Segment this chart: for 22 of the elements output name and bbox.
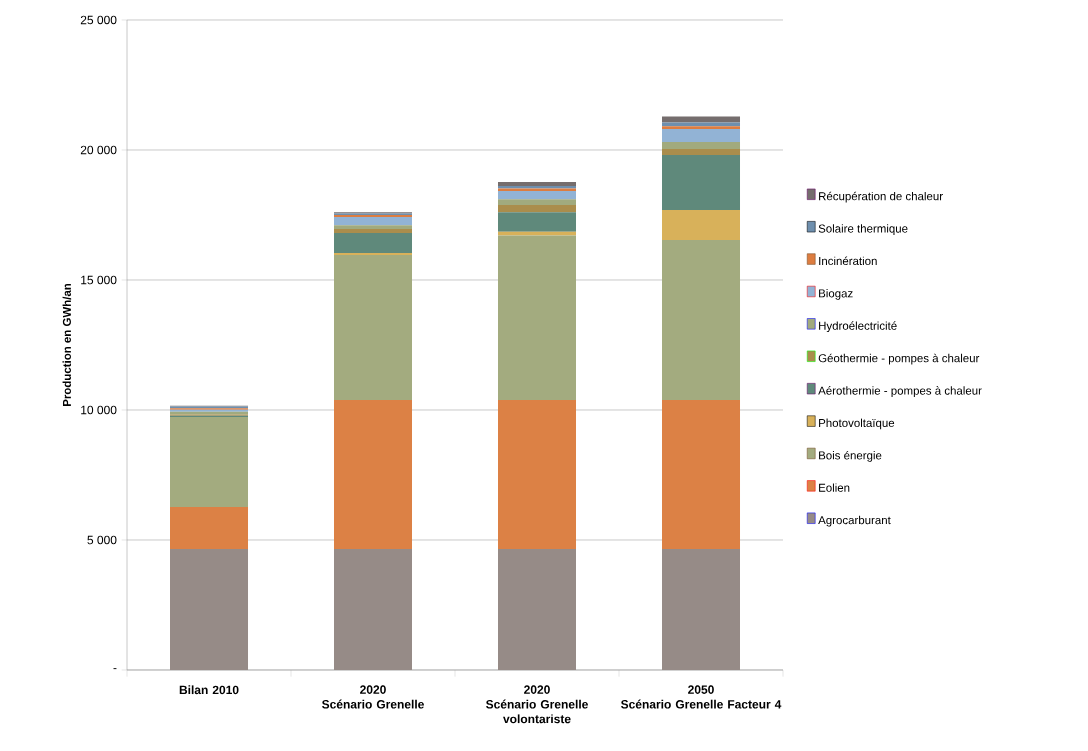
y-tick-label: 20 000 <box>80 145 117 155</box>
y-tick-label: 5 000 <box>87 535 117 545</box>
legend-label: Incinération <box>819 256 877 266</box>
legend-label: Aérothermie - pompes à chaleur <box>818 386 982 397</box>
x-tick-label: 2050 Scénario Grenelle Facteur 4 <box>620 685 782 709</box>
y-tick-label: 25 000 <box>80 15 117 25</box>
legend-label: Biogaz <box>819 289 853 300</box>
y-tick-label: - <box>113 668 117 670</box>
legend-label: Solaire thermique <box>818 224 908 235</box>
y-tick-label: 15 000 <box>81 275 117 285</box>
legend-label: Agrocarburant <box>818 515 891 527</box>
legend-label: Hydroélectricité <box>819 321 897 333</box>
y-axis-title: Production en GWh/an <box>62 283 72 407</box>
x-tick-label: 2020 Scénario Grenelle <box>322 685 424 709</box>
x-tick-label: Bilan 2010 <box>179 685 239 695</box>
y-tick-label: 10 000 <box>81 405 117 415</box>
legend-label: Récupération de chaleur <box>819 191 943 203</box>
x-tick-label: 2020 Scénario Grenelle volontariste <box>486 685 588 724</box>
legend-label: Eolien <box>819 483 850 492</box>
legend-label: Bois énergie <box>819 450 882 462</box>
legend-label: Photovoltaïque <box>819 418 895 430</box>
legend-label: Géothermie - pompes à chaleur <box>818 353 980 365</box>
